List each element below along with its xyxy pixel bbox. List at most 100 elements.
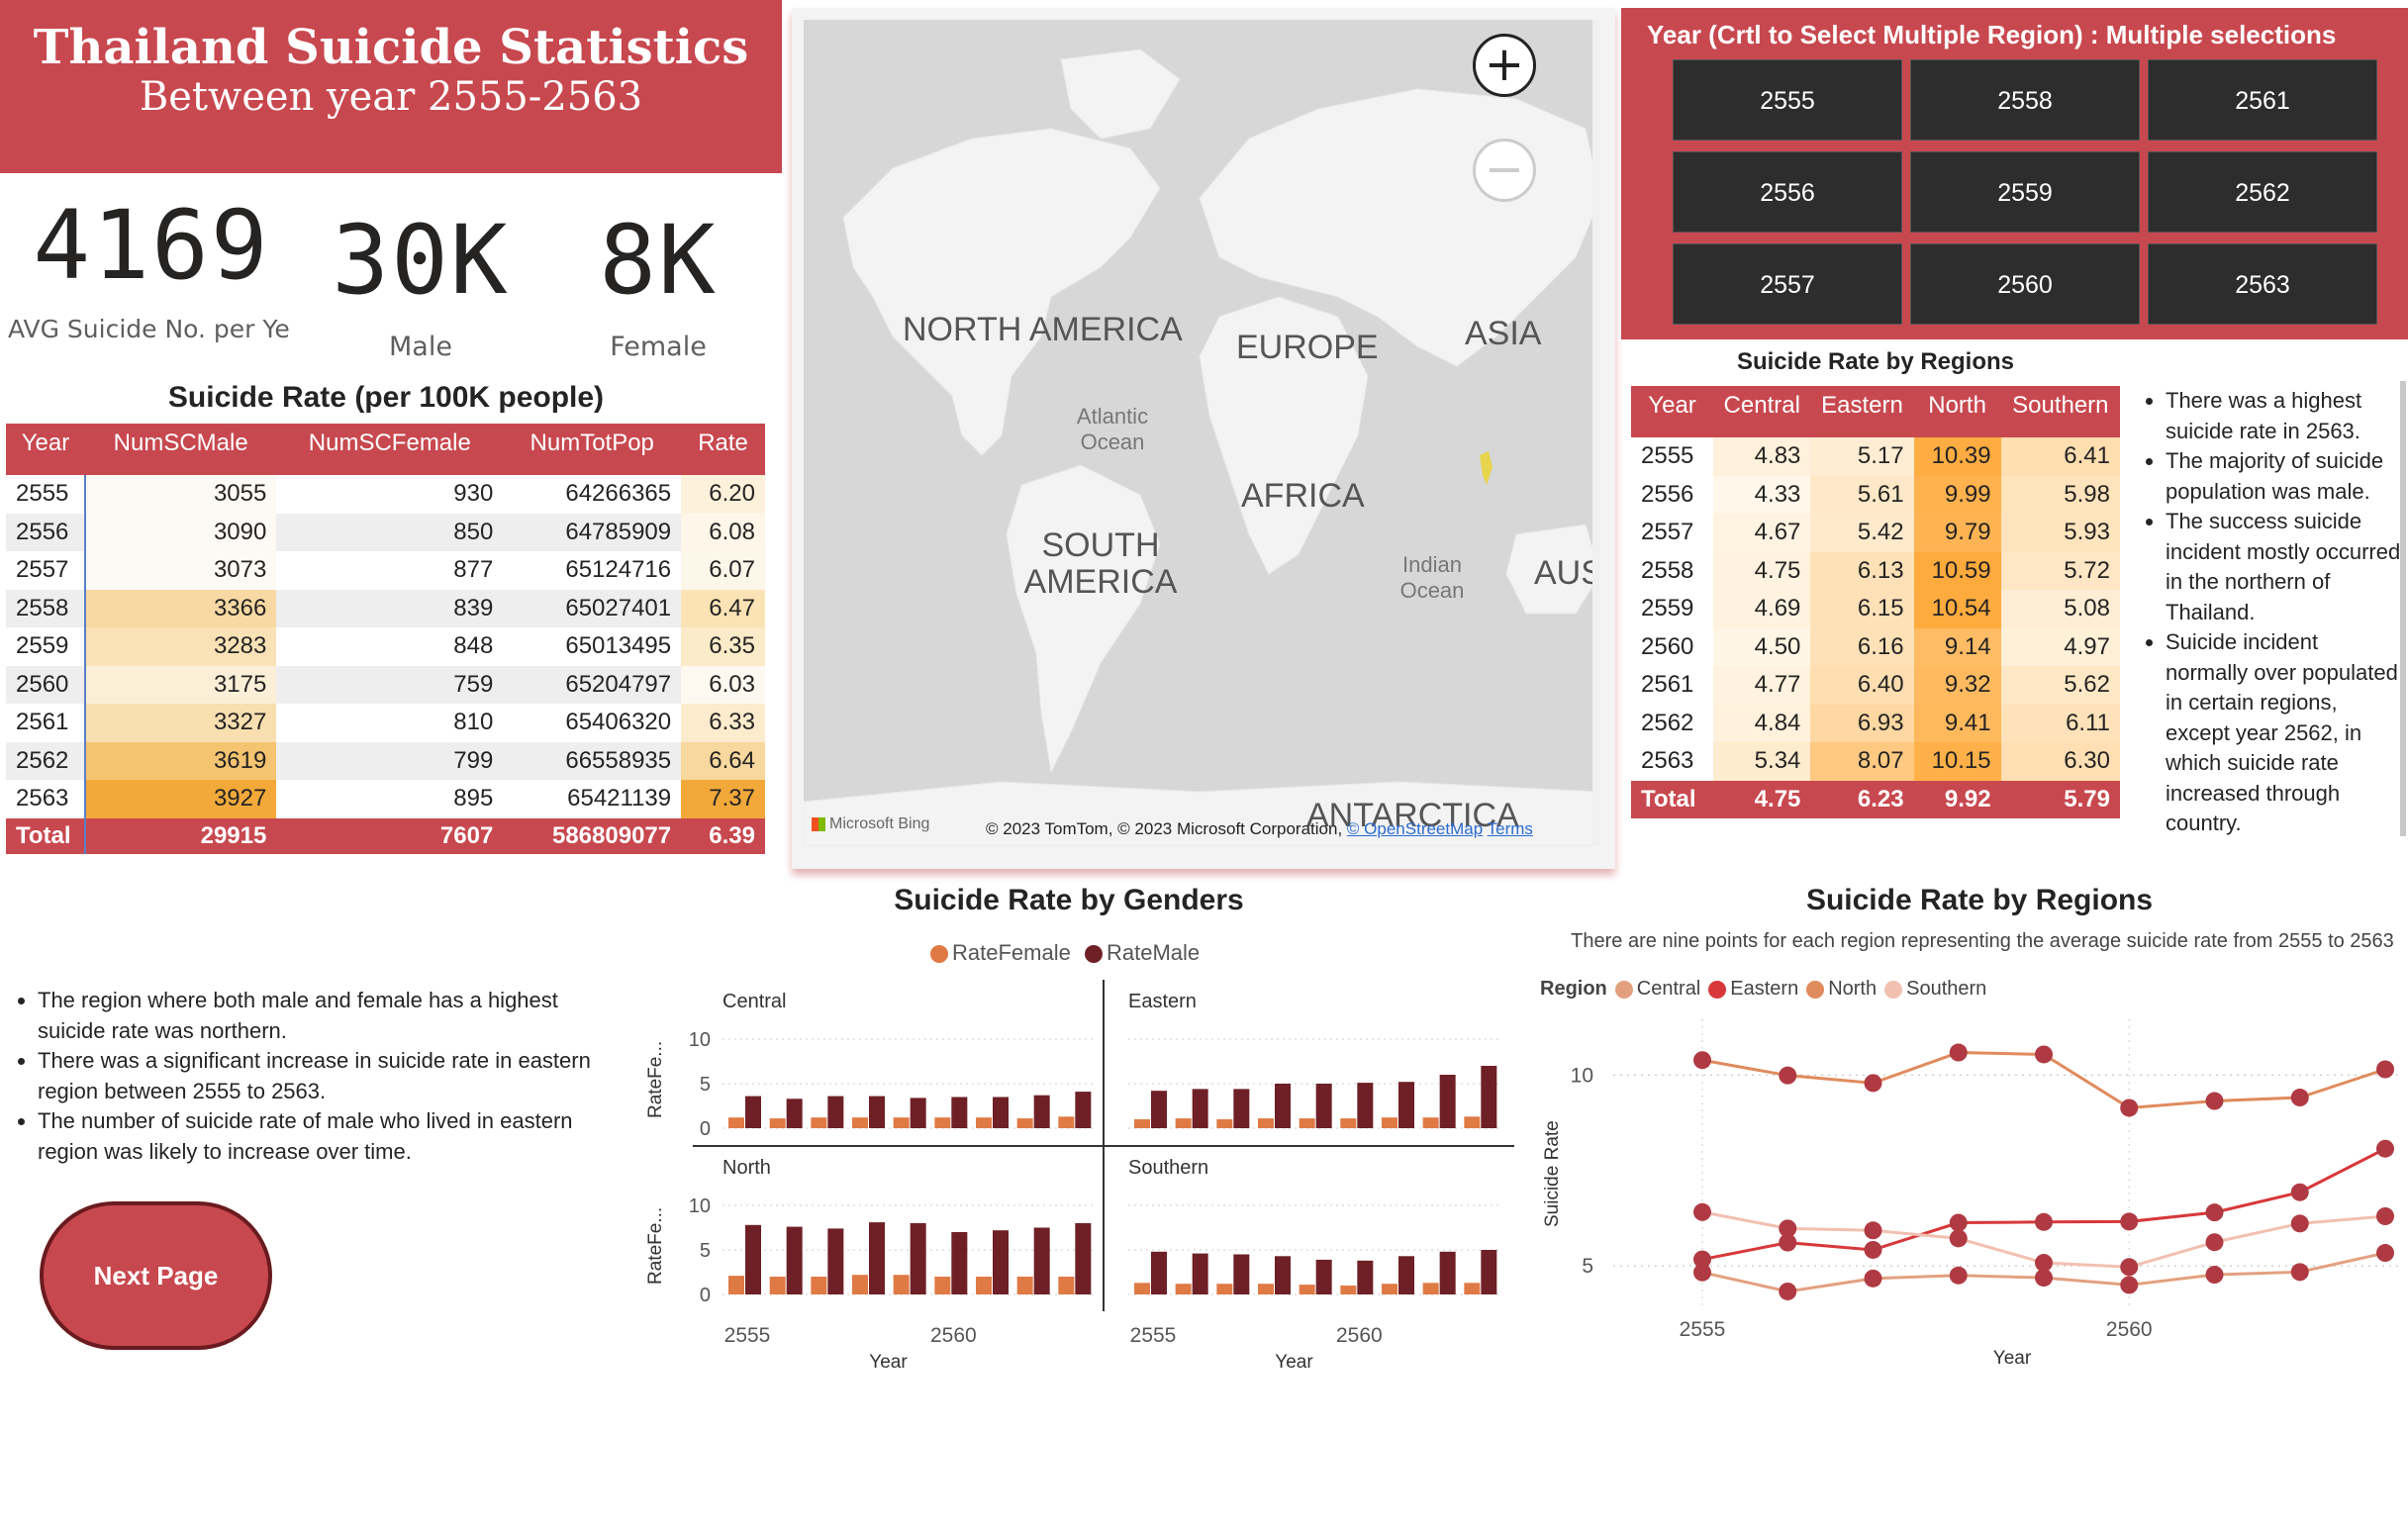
bar-male[interactable]	[993, 1230, 1009, 1294]
notes-scrollbar[interactable]	[2400, 381, 2406, 836]
point-eastern[interactable]	[2035, 1212, 2053, 1231]
world-map[interactable]: NORTH AMERICA EUROPE ASIA Atlantic Ocean…	[804, 20, 1600, 846]
bar-female[interactable]	[1340, 1118, 1357, 1128]
point-north[interactable]	[1693, 1051, 1711, 1070]
bar-male[interactable]	[1275, 1084, 1291, 1128]
bar-male[interactable]	[745, 1224, 761, 1294]
point-eastern[interactable]	[2205, 1203, 2224, 1222]
bar-male[interactable]	[1033, 1095, 1050, 1128]
bar-male[interactable]	[1315, 1084, 1332, 1128]
bar-male[interactable]	[1233, 1254, 1250, 1295]
bar-male[interactable]	[1151, 1251, 1167, 1294]
table2-header-central[interactable]: Central	[1713, 386, 1811, 437]
point-southern[interactable]	[2205, 1233, 2224, 1252]
bar-female[interactable]	[934, 1117, 951, 1128]
map-terms-link[interactable]: Terms	[1487, 819, 1533, 838]
bar-male[interactable]	[1398, 1082, 1414, 1128]
bar-male[interactable]	[786, 1098, 803, 1128]
bar-male[interactable]	[1233, 1089, 1250, 1128]
bar-male[interactable]	[827, 1096, 844, 1128]
table1-header-rate[interactable]: Rate	[681, 424, 765, 475]
bar-male[interactable]	[1481, 1066, 1497, 1128]
bar-female[interactable]	[728, 1276, 744, 1294]
bar-female[interactable]	[769, 1277, 786, 1294]
bar-female[interactable]	[1258, 1118, 1274, 1128]
point-southern[interactable]	[1949, 1229, 1968, 1248]
bar-male[interactable]	[910, 1223, 926, 1294]
point-north[interactable]	[1864, 1074, 1882, 1093]
bar-female[interactable]	[893, 1117, 910, 1128]
bar-female[interactable]	[1382, 1284, 1397, 1294]
bar-female[interactable]	[1134, 1283, 1150, 1294]
bar-female[interactable]	[1382, 1117, 1397, 1128]
bar-male[interactable]	[1398, 1256, 1414, 1294]
bar-male[interactable]	[1481, 1250, 1497, 1294]
bar-female[interactable]	[1464, 1116, 1481, 1128]
point-southern[interactable]	[1864, 1221, 1882, 1240]
map-zoom-out-button[interactable]: −	[1473, 139, 1536, 202]
bar-female[interactable]	[1175, 1284, 1192, 1294]
bar-female[interactable]	[1058, 1277, 1075, 1294]
point-central[interactable]	[2376, 1244, 2394, 1263]
table1-header-numtotpop[interactable]: NumTotPop	[503, 424, 682, 475]
bar-female[interactable]	[1422, 1117, 1439, 1128]
bar-male[interactable]	[951, 1232, 968, 1294]
table2-header-year[interactable]: Year	[1631, 386, 1714, 437]
line-eastern[interactable]	[1701, 1147, 2386, 1262]
bar-female[interactable]	[811, 1277, 827, 1294]
next-page-button[interactable]: Next Page	[40, 1201, 272, 1350]
point-southern[interactable]	[1693, 1202, 1711, 1221]
point-north[interactable]	[2376, 1060, 2394, 1079]
point-central[interactable]	[1864, 1269, 1882, 1288]
point-north[interactable]	[1779, 1066, 1797, 1085]
bar-male[interactable]	[786, 1226, 803, 1294]
year-button-2559[interactable]: 2559	[1910, 151, 2140, 233]
bar-male[interactable]	[1033, 1227, 1050, 1295]
point-north[interactable]	[2120, 1098, 2139, 1117]
map-zoom-in-button[interactable]: +	[1473, 34, 1536, 97]
bar-female[interactable]	[1216, 1284, 1233, 1294]
point-north[interactable]	[2035, 1045, 2053, 1064]
point-eastern[interactable]	[1949, 1213, 1968, 1232]
year-button-2555[interactable]: 2555	[1673, 59, 1902, 141]
bar-female[interactable]	[1175, 1118, 1192, 1128]
point-north[interactable]	[2205, 1092, 2224, 1110]
year-button-2558[interactable]: 2558	[1910, 59, 2140, 141]
point-central[interactable]	[2120, 1276, 2139, 1294]
bar-female[interactable]	[1258, 1284, 1274, 1294]
bar-male[interactable]	[1151, 1091, 1167, 1128]
bar-male[interactable]	[827, 1228, 844, 1294]
bar-female[interactable]	[893, 1275, 910, 1294]
bar-male[interactable]	[869, 1222, 885, 1294]
bar-male[interactable]	[910, 1098, 926, 1128]
table2-header-eastern[interactable]: Eastern	[1810, 386, 1914, 437]
point-north[interactable]	[2290, 1089, 2309, 1107]
bar-male[interactable]	[951, 1097, 968, 1129]
bar-female[interactable]	[976, 1117, 992, 1128]
bar-male[interactable]	[1357, 1083, 1374, 1128]
bar-female[interactable]	[769, 1118, 786, 1128]
year-button-2560[interactable]: 2560	[1910, 243, 2140, 325]
year-button-2556[interactable]: 2556	[1673, 151, 1902, 233]
map-osm-link[interactable]: © OpenStreetMap	[1346, 819, 1484, 838]
bar-male[interactable]	[1439, 1075, 1456, 1128]
bar-female[interactable]	[852, 1117, 868, 1128]
point-eastern[interactable]	[1779, 1233, 1797, 1252]
bar-female[interactable]	[1016, 1118, 1033, 1128]
point-central[interactable]	[1779, 1282, 1797, 1300]
bar-male[interactable]	[1439, 1251, 1456, 1294]
bar-female[interactable]	[1299, 1285, 1315, 1294]
point-southern[interactable]	[2120, 1258, 2139, 1277]
bar-female[interactable]	[1216, 1119, 1233, 1128]
year-button-2561[interactable]: 2561	[2148, 59, 2377, 141]
point-southern[interactable]	[1779, 1219, 1797, 1238]
bar-female[interactable]	[728, 1117, 744, 1128]
point-southern[interactable]	[2290, 1214, 2309, 1233]
point-central[interactable]	[1693, 1263, 1711, 1282]
point-eastern[interactable]	[1864, 1240, 1882, 1259]
bar-male[interactable]	[1075, 1223, 1092, 1294]
point-southern[interactable]	[2035, 1254, 2053, 1273]
point-central[interactable]	[2290, 1263, 2309, 1282]
bar-female[interactable]	[1016, 1277, 1033, 1294]
point-eastern[interactable]	[2290, 1183, 2309, 1201]
